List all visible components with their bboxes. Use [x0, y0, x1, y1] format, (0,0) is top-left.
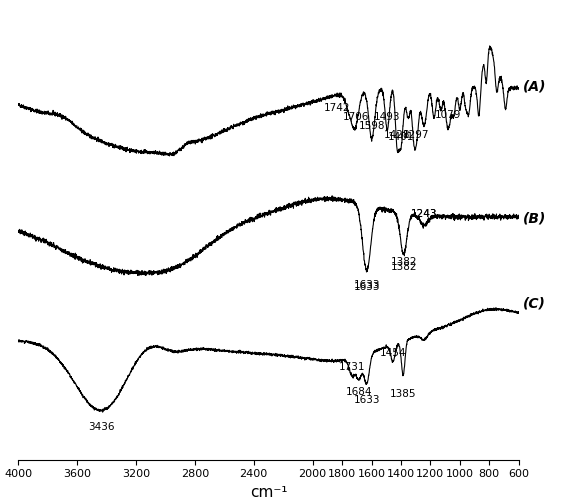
Text: 1684: 1684: [346, 387, 373, 397]
Text: 1731: 1731: [339, 362, 366, 372]
Text: 1385: 1385: [390, 389, 416, 399]
Text: 1243: 1243: [411, 209, 437, 219]
Text: 1428: 1428: [383, 130, 410, 140]
Text: (C): (C): [523, 296, 545, 310]
Text: 1382: 1382: [390, 262, 417, 272]
Text: 3436: 3436: [88, 421, 115, 431]
Text: 1243: 1243: [411, 209, 437, 219]
Text: 1633: 1633: [353, 395, 380, 405]
Text: 1382: 1382: [390, 257, 417, 267]
Text: 1633: 1633: [353, 280, 380, 289]
Text: 1598: 1598: [358, 121, 385, 132]
Text: 1493: 1493: [374, 112, 400, 121]
X-axis label: cm⁻¹: cm⁻¹: [249, 485, 287, 500]
Text: (B): (B): [523, 211, 546, 225]
Text: 1079: 1079: [435, 110, 462, 120]
Text: 1706: 1706: [342, 112, 369, 122]
Text: (A): (A): [523, 80, 547, 94]
Text: 1742: 1742: [324, 103, 350, 113]
Text: 1633: 1633: [353, 282, 380, 292]
Text: 1297: 1297: [403, 131, 429, 140]
Text: 1401: 1401: [388, 132, 414, 142]
Text: 1454: 1454: [380, 348, 406, 358]
